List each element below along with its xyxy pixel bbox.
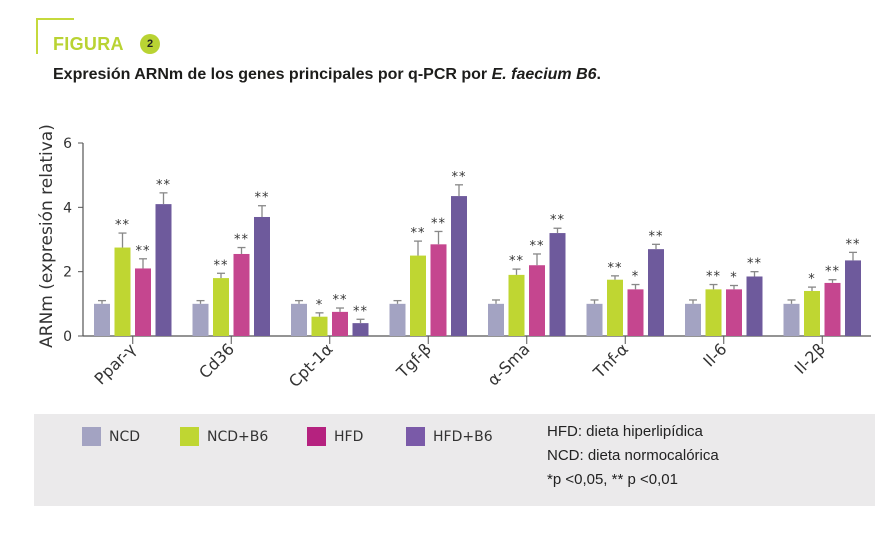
significance-label: ** xyxy=(509,254,524,269)
significance-label: * xyxy=(316,298,324,313)
bar xyxy=(508,274,525,336)
y-tick-label: 0 xyxy=(63,329,72,345)
legend-item-ncd: NCD xyxy=(82,427,140,446)
figure-label: FIGURA xyxy=(53,34,124,54)
x-axis: Ppar-γ Cd36 Cpt-1α Tgf-β α-Sma Tnf-α Il-6 Il-2β xyxy=(83,335,871,391)
note-ncd: NCD: dieta normocalórica xyxy=(547,447,719,464)
bar xyxy=(705,289,722,336)
bar xyxy=(586,303,603,336)
significance-label: * xyxy=(808,272,816,287)
bar xyxy=(389,303,406,336)
bar xyxy=(783,303,800,336)
figure-title-end: . xyxy=(596,66,601,83)
legend-item-hfd-b6: HFD+B6 xyxy=(406,427,493,446)
figure-title: Expresión ARNm de los genes principales … xyxy=(53,66,601,84)
legend-label-hfd-b6: HFD+B6 xyxy=(433,428,493,445)
significance-label: ** xyxy=(214,258,229,273)
bar xyxy=(648,249,664,336)
bar xyxy=(607,279,623,336)
bar xyxy=(627,289,644,336)
bar xyxy=(804,290,820,336)
legend-panel: NCD NCD+B6 HFD HFD+B6 HFD: dieta hiperli… xyxy=(34,414,875,506)
bar xyxy=(213,278,229,336)
bar xyxy=(451,196,467,336)
significance-label: ** xyxy=(411,226,426,241)
bar xyxy=(135,268,151,336)
x-tick-label: Cpt-1α xyxy=(285,339,337,391)
bar xyxy=(529,265,545,336)
y-tick-label: 6 xyxy=(63,136,72,152)
legend-label-ncd-b6: NCD+B6 xyxy=(207,428,269,445)
significance-label: ** xyxy=(530,239,545,254)
bar xyxy=(549,233,566,336)
x-tick-label: α-Sma xyxy=(483,339,533,389)
legend-notes: HFD: dieta hiperlipídica NCD: dieta norm… xyxy=(547,420,719,492)
bar-chart: 0 2 4 6 Ppar-γ Cd36 Cpt-1α Tgf-β α-Sma Tnf-α Il-6… xyxy=(37,124,871,391)
bar xyxy=(845,260,861,336)
significance-label: ** xyxy=(136,244,151,259)
bar xyxy=(488,303,504,336)
x-tick-label: Il-6 xyxy=(699,339,730,370)
x-tick-label: Tnf-α xyxy=(589,339,632,382)
bar xyxy=(94,303,110,336)
significance-label: ** xyxy=(608,261,623,276)
x-tick-label: Tgf-β xyxy=(392,339,435,382)
bar xyxy=(291,303,307,336)
legend-label-ncd: NCD xyxy=(109,428,141,445)
significance-label: ** xyxy=(825,265,840,280)
significance-label: ** xyxy=(550,213,565,228)
significance-label: ** xyxy=(255,191,270,206)
bar xyxy=(311,316,328,336)
x-tick-label: Il-2β xyxy=(791,339,829,377)
note-significance: *p <0,05, ** p <0,01 xyxy=(547,471,678,488)
figure-frame-corner xyxy=(36,18,74,54)
legend-swatch-ncd-b6 xyxy=(180,427,199,446)
bar xyxy=(155,204,172,336)
significance-label: ** xyxy=(333,293,348,308)
figure-number-badge: 2 xyxy=(140,34,160,54)
significance-label: ** xyxy=(706,270,721,285)
bar xyxy=(824,282,841,336)
significance-label: ** xyxy=(353,304,368,319)
bar xyxy=(726,289,742,336)
significance-label: ** xyxy=(747,257,762,272)
bar xyxy=(192,303,209,336)
significance-label: ** xyxy=(452,170,467,185)
significance-label: ** xyxy=(234,233,249,248)
x-tick-label: Ppar-γ xyxy=(91,339,140,388)
legend-swatch-hfd xyxy=(307,427,326,446)
y-tick-label: 2 xyxy=(63,265,72,281)
bar xyxy=(352,323,369,336)
x-tick-label: Cd36 xyxy=(195,339,238,382)
note-hfd: HFD: dieta hiperlipídica xyxy=(547,423,703,440)
bars: ************* *********************** ****… xyxy=(94,170,861,336)
bar xyxy=(410,255,426,336)
significance-label: ** xyxy=(649,229,664,244)
y-axis: 0 2 4 6 xyxy=(63,136,84,345)
legend-swatch-ncd xyxy=(82,427,101,446)
significance-label: * xyxy=(730,270,738,285)
legend-swatch-hfd-b6 xyxy=(406,427,425,446)
bar xyxy=(430,244,447,336)
legend-label-hfd: HFD xyxy=(334,428,364,445)
bar xyxy=(685,303,701,336)
significance-label: ** xyxy=(846,237,861,252)
y-axis-label: ARNm (expresión relativa) xyxy=(37,124,57,348)
bar xyxy=(233,253,250,336)
significance-label: * xyxy=(632,270,640,285)
figure-title-species: E. faecium B6 xyxy=(491,66,597,83)
legend-item-hfd: HFD xyxy=(307,427,363,446)
significance-label: ** xyxy=(431,216,446,231)
bar xyxy=(254,216,270,336)
y-tick-label: 4 xyxy=(63,200,72,216)
significance-label: ** xyxy=(115,218,130,233)
figure-title-main: Expresión ARNm de los genes principales … xyxy=(53,66,492,83)
significance-label: ** xyxy=(156,178,171,193)
bar xyxy=(114,247,131,336)
bar xyxy=(332,311,348,336)
bar xyxy=(746,276,763,336)
legend-item-ncd-b6: NCD+B6 xyxy=(180,427,268,446)
